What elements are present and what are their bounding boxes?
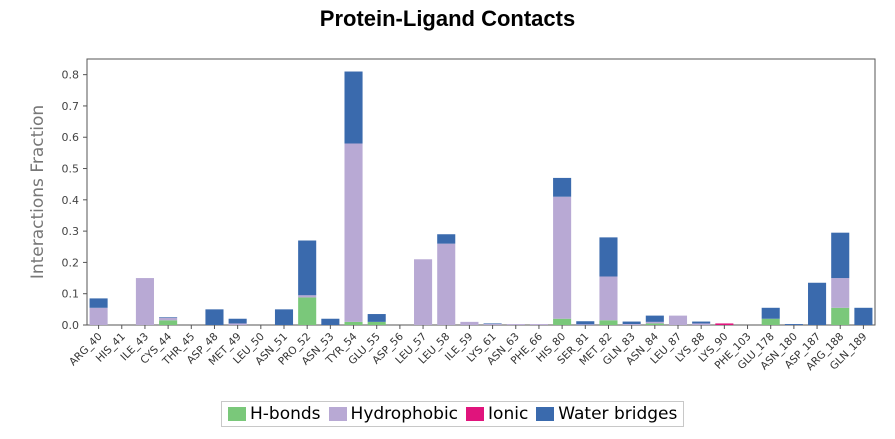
bar-segment-h-bonds-cys_44 [159,320,178,325]
legend-item: Water bridges [536,404,677,424]
bar-segment-hydrophobic-asn_84 [645,321,664,324]
bar-segment-water-bridges-arg_188 [831,232,850,279]
bar-segment-hydrophobic-leu_57 [414,259,433,325]
bar-segment-water-bridges-tyr_54 [344,71,363,144]
bar-segment-h-bonds-pro_52 [298,297,317,325]
bar-segment-h-bonds-arg_188 [831,307,850,325]
bar-segment-hydrophobic-gln_83 [622,324,641,325]
y-tick-label: 0.7 [62,100,80,113]
legend-swatch [328,407,347,421]
legend-label: Water bridges [558,404,678,424]
bar-segment-water-bridges-asp_48 [205,309,224,325]
bar-segment-hydrophobic-ile_43 [135,278,154,325]
bar-segment-ionic-lys_90 [715,323,734,325]
bar-segment-water-bridges-his_80 [553,177,572,197]
y-tick-label: 0.0 [62,319,80,332]
y-tick-label: 0.5 [62,163,80,176]
bar-segment-hydrophobic-asn_63 [506,324,525,325]
y-tick-label: 0.6 [62,131,80,144]
bar-segment-water-bridges-pro_52 [298,240,317,296]
bar-segment-h-bonds-glu_55 [367,321,386,325]
legend-label: H-bonds [250,404,321,424]
plot-frame [86,58,876,326]
bar-segment-hydrophobic-arg_188 [831,278,850,308]
y-tick-label: 0.8 [62,69,80,82]
bar-segment-hydrophobic-his_80 [553,196,572,319]
bar-segment-water-bridges-arg_40 [89,298,108,308]
chart-title: Protein-Ligand Contacts [319,6,576,31]
legend-swatch [228,407,246,421]
bar-segment-h-bonds-asn_84 [645,323,664,325]
bar-segment-hydrophobic-lys_61 [483,324,502,325]
legend: H-bonds Hydrophobic Ionic Water bridges [221,401,685,427]
bar-segment-water-bridges-gln_189 [854,307,873,325]
bar-segment-water-bridges-gln_83 [622,321,641,325]
legend-swatch [536,407,555,421]
bar-segment-water-bridges-asn_84 [645,315,664,322]
bar-segment-h-bonds-his_80 [553,318,572,325]
bar-segment-water-bridges-glu_178 [761,307,780,319]
bar-segment-hydrophobic-ile_59 [460,321,479,325]
bar-segment-hydrophobic-pro_52 [298,295,317,298]
bar-segment-water-bridges-asn_53 [321,318,340,325]
bar-segment-hydrophobic-lys_88 [692,323,711,325]
y-tick-label: 0.1 [62,288,80,301]
bar-segment-hydrophobic-leu_58 [437,243,456,325]
bar-segment-hydrophobic-arg_40 [89,307,108,325]
bar-chart: 0.0 0.1 0.2 0.3 0.4 0.5 0.6 0.7 0.8 ARG_40HIS_41… [28,58,876,373]
bar-segment-hydrophobic-phe_66 [529,324,548,325]
legend-label: Ionic [488,404,529,424]
bar-segment-water-bridges-lys_61 [483,323,502,325]
bar-segment-h-bonds-met_82 [599,320,618,325]
plot-axes [86,58,876,326]
bar-segment-hydrophobic-met_82 [599,276,618,321]
legend-item: H-bonds [228,404,321,424]
bar-segment-water-bridges-asn_51 [274,309,294,325]
bar-segment-hydrophobic-cys_44 [159,317,178,321]
bar-segment-h-bonds-glu_178 [761,318,780,325]
legend-item: Hydrophobic [328,404,459,424]
bar-segment-water-bridges-met_82 [599,237,618,277]
bar-segment-h-bonds-tyr_54 [344,321,363,325]
y-tick-label: 0.2 [62,256,80,269]
bar-segment-water-bridges-ser_81 [576,321,595,325]
bar-segment-water-bridges-cys_44 [159,317,178,318]
bar-segment-water-bridges-lys_88 [692,321,711,324]
y-axis-label: Interactions Fraction [28,105,48,279]
bar-segment-hydrophobic-tyr_54 [344,143,363,322]
legend-swatch [466,407,485,421]
y-tick-label: 0.4 [62,194,80,207]
bar-segment-water-bridges-asn_180 [784,324,803,325]
bar-segment-water-bridges-glu_55 [367,314,386,322]
bar-segment-water-bridges-asp_187 [808,282,827,325]
y-tick-label: 0.3 [62,225,80,238]
x-tick-labels: ARG_40HIS_41ILE_43CYS_44THR_45ASP_48MET_… [67,325,870,373]
bar-segment-water-bridges-leu_58 [437,234,456,244]
legend-item: Ionic [466,404,528,424]
bar-group [89,71,873,325]
bar-segment-hydrophobic-ser_81 [576,324,595,325]
legend-label: Hydrophobic [350,404,459,424]
bar-segment-hydrophobic-met_49 [228,323,247,325]
y-tick-labels: 0.0 0.1 0.2 0.3 0.4 0.5 0.6 0.7 0.8 [62,69,87,332]
bar-segment-hydrophobic-leu_87 [668,315,688,325]
bar-segment-water-bridges-met_49 [228,318,247,324]
